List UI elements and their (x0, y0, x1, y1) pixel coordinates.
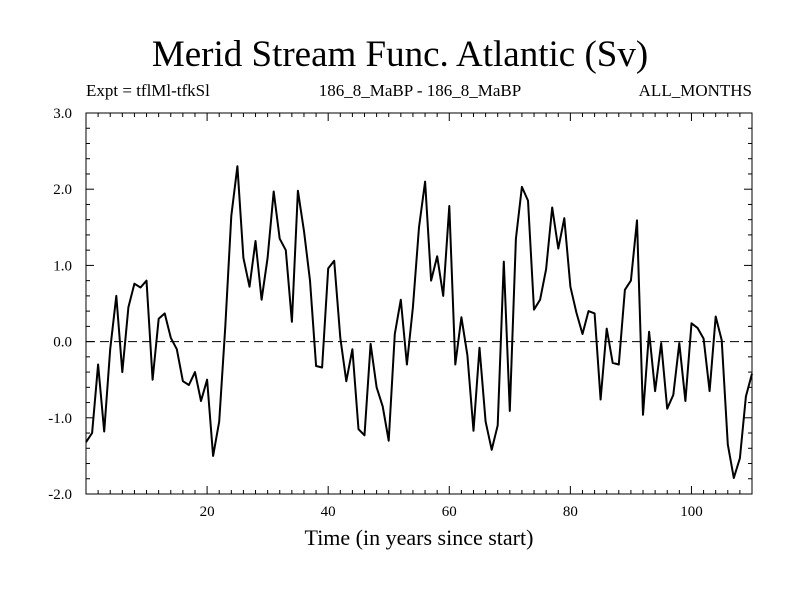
months-label: ALL_MONTHS (638, 81, 752, 100)
y-tick-label: 3.0 (53, 106, 72, 122)
x-tick-label: 80 (563, 504, 578, 520)
x-tick-label: 40 (321, 504, 336, 520)
period-label: 186_8_MaBP - 186_8_MaBP (318, 81, 522, 100)
series-line (85, 165, 753, 479)
tick-labels: 20 40 60 80 100 -2.0 -1.0 0.0 1.0 2.0 3.0 (48, 106, 702, 520)
y-tick-label: 1.0 (53, 258, 72, 274)
x-tick-label: 20 (200, 504, 215, 520)
experiment-label: Expt = tflMl-tfkSl (86, 81, 210, 100)
plot-frame (85, 112, 753, 495)
y-tick-label: -2.0 (48, 487, 72, 503)
chart-title: Merid Stream Func. Atlantic (Sv) (151, 34, 649, 75)
x-axis-label: Time (in years since start) (304, 525, 534, 550)
y-tick-label: 2.0 (53, 182, 72, 198)
axis-ticks (86, 113, 752, 494)
y-tick-label: 0.0 (53, 335, 72, 351)
x-tick-label: 60 (442, 504, 457, 520)
x-tick-label: 100 (680, 504, 703, 520)
series-group (85, 165, 753, 479)
y-tick-label: -1.0 (48, 411, 72, 427)
